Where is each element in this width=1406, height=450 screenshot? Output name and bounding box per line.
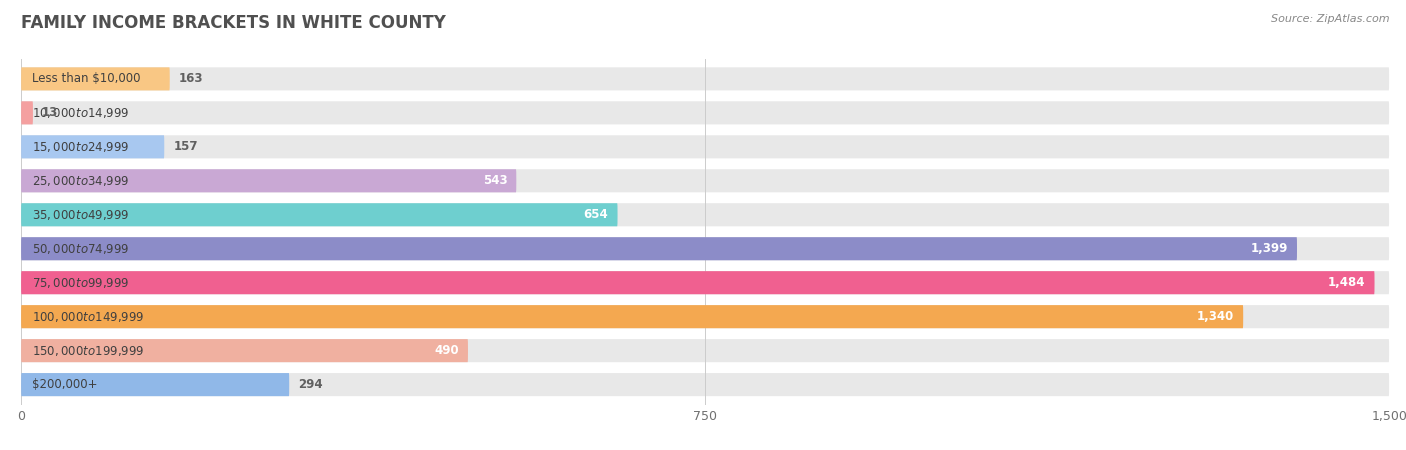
Text: Source: ZipAtlas.com: Source: ZipAtlas.com	[1271, 14, 1389, 23]
FancyBboxPatch shape	[21, 68, 1389, 90]
Text: FAMILY INCOME BRACKETS IN WHITE COUNTY: FAMILY INCOME BRACKETS IN WHITE COUNTY	[21, 14, 446, 32]
FancyBboxPatch shape	[21, 101, 32, 124]
FancyBboxPatch shape	[21, 339, 468, 362]
Text: 543: 543	[482, 174, 508, 187]
Text: $15,000 to $24,999: $15,000 to $24,999	[32, 140, 129, 154]
Text: $100,000 to $149,999: $100,000 to $149,999	[32, 310, 145, 324]
FancyBboxPatch shape	[21, 305, 1389, 328]
Text: $25,000 to $34,999: $25,000 to $34,999	[32, 174, 129, 188]
FancyBboxPatch shape	[21, 203, 1389, 226]
FancyBboxPatch shape	[21, 373, 1389, 396]
Text: 294: 294	[298, 378, 323, 391]
FancyBboxPatch shape	[21, 237, 1389, 260]
FancyBboxPatch shape	[21, 169, 516, 192]
Text: Less than $10,000: Less than $10,000	[32, 72, 141, 86]
Text: 163: 163	[179, 72, 204, 86]
Text: $50,000 to $74,999: $50,000 to $74,999	[32, 242, 129, 256]
Text: 13: 13	[42, 106, 58, 119]
Text: 490: 490	[434, 344, 458, 357]
Text: $200,000+: $200,000+	[32, 378, 97, 391]
Text: $10,000 to $14,999: $10,000 to $14,999	[32, 106, 129, 120]
FancyBboxPatch shape	[21, 169, 1389, 192]
Text: 1,399: 1,399	[1250, 242, 1288, 255]
Text: 1,340: 1,340	[1197, 310, 1234, 323]
FancyBboxPatch shape	[21, 203, 617, 226]
FancyBboxPatch shape	[21, 373, 290, 396]
Text: $75,000 to $99,999: $75,000 to $99,999	[32, 276, 129, 290]
FancyBboxPatch shape	[21, 339, 1389, 362]
FancyBboxPatch shape	[21, 237, 1296, 260]
Text: 157: 157	[173, 140, 198, 153]
FancyBboxPatch shape	[21, 68, 170, 90]
Text: 1,484: 1,484	[1327, 276, 1365, 289]
FancyBboxPatch shape	[21, 135, 165, 158]
Text: 654: 654	[583, 208, 609, 221]
Text: $150,000 to $199,999: $150,000 to $199,999	[32, 344, 145, 358]
FancyBboxPatch shape	[21, 271, 1375, 294]
Text: $35,000 to $49,999: $35,000 to $49,999	[32, 208, 129, 222]
FancyBboxPatch shape	[21, 271, 1389, 294]
FancyBboxPatch shape	[21, 101, 1389, 124]
FancyBboxPatch shape	[21, 135, 1389, 158]
FancyBboxPatch shape	[21, 305, 1243, 328]
